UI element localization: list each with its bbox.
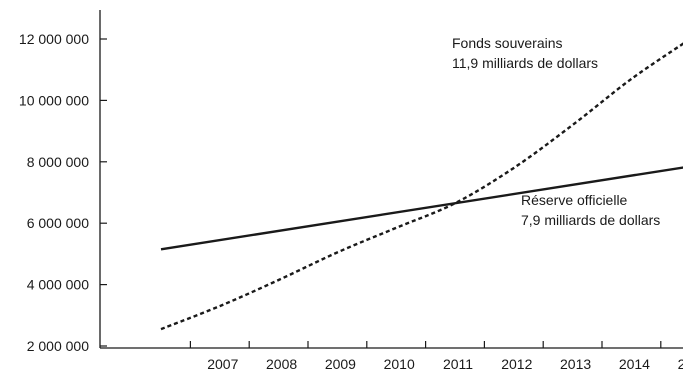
y-axis-ticks: 2 000 000 4 000 000 6 000 000 8 000 000 10 0… — [19, 31, 107, 354]
sovereign-funds-annotation-line-1: Fonds souverains — [452, 35, 563, 51]
x-tick-label: 2008 — [266, 356, 297, 372]
x-axis-ticks: 2007 2008 2009 2010 2011 2012 2013 2014 2015 — [189, 341, 683, 372]
x-tick-label: 2014 — [619, 356, 650, 372]
y-tick-label: 2 000 000 — [27, 338, 89, 354]
y-tick-label: 10 000 000 — [19, 92, 89, 108]
official-reserve-annotation-line-1: Réserve officielle — [521, 192, 628, 208]
y-tick-label: 6 000 000 — [27, 215, 89, 231]
x-tick-label: 2015 — [678, 356, 683, 372]
series-line-sovereign-funds — [160, 42, 683, 331]
x-tick-label: 2013 — [560, 356, 591, 372]
series-line-official-reserve — [160, 166, 683, 251]
sovereign-funds-annotation-line-2: 11,9 milliards de dollars — [452, 55, 598, 71]
y-tick-label: 12 000 000 — [19, 31, 89, 47]
y-tick-label: 8 000 000 — [27, 154, 89, 170]
x-tick-label: 2007 — [207, 356, 238, 372]
x-tick-label: 2012 — [501, 356, 532, 372]
axes — [99, 10, 683, 349]
x-tick-label: 2011 — [443, 356, 473, 372]
series-layer — [160, 42, 683, 331]
x-tick-label: 2009 — [325, 356, 356, 372]
official-reserve-annotation-line-2: 7,9 milliards de dollars — [521, 212, 660, 228]
x-tick-label: 2010 — [384, 356, 415, 372]
y-tick-label: 4 000 000 — [27, 277, 89, 293]
